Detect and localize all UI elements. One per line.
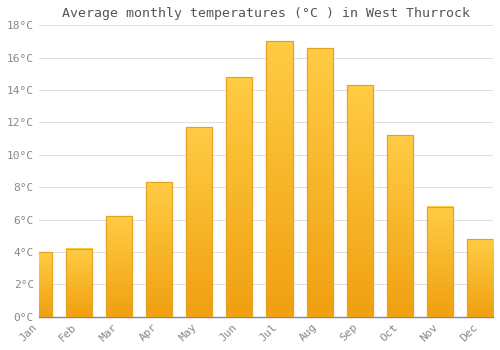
Bar	[66, 249, 92, 317]
Bar	[346, 85, 372, 317]
Bar	[467, 239, 493, 317]
Bar	[467, 239, 493, 317]
Title: Average monthly temperatures (°C ) in West Thurrock: Average monthly temperatures (°C ) in We…	[62, 7, 470, 20]
Bar	[226, 77, 252, 317]
Bar	[427, 206, 453, 317]
Bar	[146, 182, 172, 317]
Bar	[306, 48, 332, 317]
Bar	[346, 85, 372, 317]
Bar	[66, 249, 92, 317]
Bar	[427, 206, 453, 317]
Bar	[186, 127, 212, 317]
Bar	[266, 41, 292, 317]
Bar	[226, 77, 252, 317]
Bar	[306, 48, 332, 317]
Bar	[26, 252, 52, 317]
Bar	[26, 252, 52, 317]
Bar	[266, 41, 292, 317]
Bar	[387, 135, 413, 317]
Bar	[146, 182, 172, 317]
Bar	[106, 216, 132, 317]
Bar	[106, 216, 132, 317]
Bar	[387, 135, 413, 317]
Bar	[186, 127, 212, 317]
